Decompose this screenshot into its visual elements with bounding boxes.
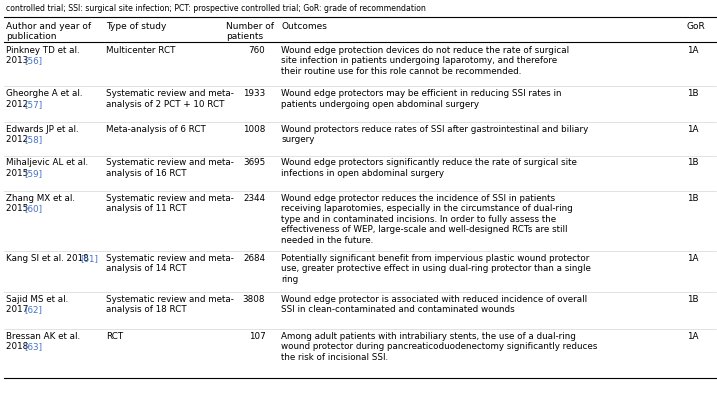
- Text: Sajid MS et al.
2017: Sajid MS et al. 2017: [6, 295, 68, 314]
- Text: 1A: 1A: [687, 46, 698, 55]
- Text: Gheorghe A et al.
2012: Gheorghe A et al. 2012: [6, 89, 82, 108]
- Text: RCT: RCT: [106, 332, 123, 341]
- Text: Among adult patients with intrabiliary stents, the use of a dual-ring
wound prot: Among adult patients with intrabiliary s…: [281, 332, 597, 362]
- Text: 3808: 3808: [243, 295, 265, 304]
- Text: Zhang MX et al.
2015: Zhang MX et al. 2015: [6, 194, 75, 214]
- Text: [63]: [63]: [24, 342, 42, 352]
- Text: 1B: 1B: [687, 158, 698, 167]
- Text: [60]: [60]: [24, 204, 42, 214]
- Text: [61]: [61]: [80, 254, 98, 263]
- Text: 1B: 1B: [687, 89, 698, 98]
- Text: 1A: 1A: [687, 332, 698, 341]
- Text: Wound protectors reduce rates of SSI after gastrointestinal and biliary
surgery: Wound protectors reduce rates of SSI aft…: [281, 125, 589, 144]
- Text: Author and year of
publication: Author and year of publication: [6, 22, 91, 41]
- Text: Multicenter RCT: Multicenter RCT: [106, 46, 176, 55]
- Text: Systematic review and meta-
analysis of 18 RCT: Systematic review and meta- analysis of …: [106, 295, 234, 314]
- Text: Systematic review and meta-
analysis of 2 PCT + 10 RCT: Systematic review and meta- analysis of …: [106, 89, 234, 108]
- Text: Systematic review and meta-
analysis of 11 RCT: Systematic review and meta- analysis of …: [106, 194, 234, 214]
- Text: 1A: 1A: [687, 254, 698, 263]
- Text: Type of study: Type of study: [106, 22, 166, 31]
- Text: [56]: [56]: [24, 56, 42, 66]
- Text: Systematic review and meta-
analysis of 16 RCT: Systematic review and meta- analysis of …: [106, 158, 234, 178]
- Text: [59]: [59]: [24, 169, 42, 178]
- Text: Potentially significant benefit from impervious plastic wound protector
use, gre: Potentially significant benefit from imp…: [281, 254, 591, 284]
- Text: Kang SI et al. 2018: Kang SI et al. 2018: [6, 254, 91, 263]
- Text: Mihaljevic AL et al.
2015: Mihaljevic AL et al. 2015: [6, 158, 88, 178]
- Text: 1933: 1933: [243, 89, 265, 98]
- Text: Pinkney TD et al.
2013: Pinkney TD et al. 2013: [6, 46, 80, 65]
- Text: 1B: 1B: [687, 295, 698, 304]
- Text: [57]: [57]: [24, 100, 42, 109]
- Text: [58]: [58]: [24, 135, 42, 144]
- Text: Wound edge protector reduces the incidence of SSI in patients
receiving laparoto: Wound edge protector reduces the inciden…: [281, 194, 573, 244]
- Text: 3695: 3695: [243, 158, 265, 167]
- Text: 760: 760: [249, 46, 265, 55]
- Text: 1B: 1B: [687, 194, 698, 203]
- Text: Number of
patients: Number of patients: [226, 22, 274, 41]
- Text: Outcomes: Outcomes: [281, 22, 327, 31]
- Text: controlled trial; SSI: surgical site infection; PCT: prospective controlled tria: controlled trial; SSI: surgical site inf…: [6, 4, 426, 13]
- Text: 107: 107: [249, 332, 265, 341]
- Text: Systematic review and meta-
analysis of 14 RCT: Systematic review and meta- analysis of …: [106, 254, 234, 274]
- Text: [62]: [62]: [24, 305, 42, 314]
- Text: Meta-analysis of 6 RCT: Meta-analysis of 6 RCT: [106, 125, 206, 134]
- Text: 2344: 2344: [243, 194, 265, 203]
- Text: Edwards JP et al.
2012: Edwards JP et al. 2012: [6, 125, 78, 144]
- Text: 1008: 1008: [243, 125, 265, 134]
- Text: Wound edge protector is associated with reduced incidence of overall
SSI in clea: Wound edge protector is associated with …: [281, 295, 587, 314]
- Text: Wound edge protectors may be efficient in reducing SSI rates in
patients undergo: Wound edge protectors may be efficient i…: [281, 89, 561, 108]
- Text: Wound edge protectors significantly reduce the rate of surgical site
infections : Wound edge protectors significantly redu…: [281, 158, 577, 178]
- Text: 2684: 2684: [243, 254, 265, 263]
- Text: GoR: GoR: [687, 22, 706, 31]
- Text: Wound edge protection devices do not reduce the rate of surgical
site infection : Wound edge protection devices do not red…: [281, 46, 569, 76]
- Text: Bressan AK et al.
2018: Bressan AK et al. 2018: [6, 332, 80, 351]
- Text: 1A: 1A: [687, 125, 698, 134]
